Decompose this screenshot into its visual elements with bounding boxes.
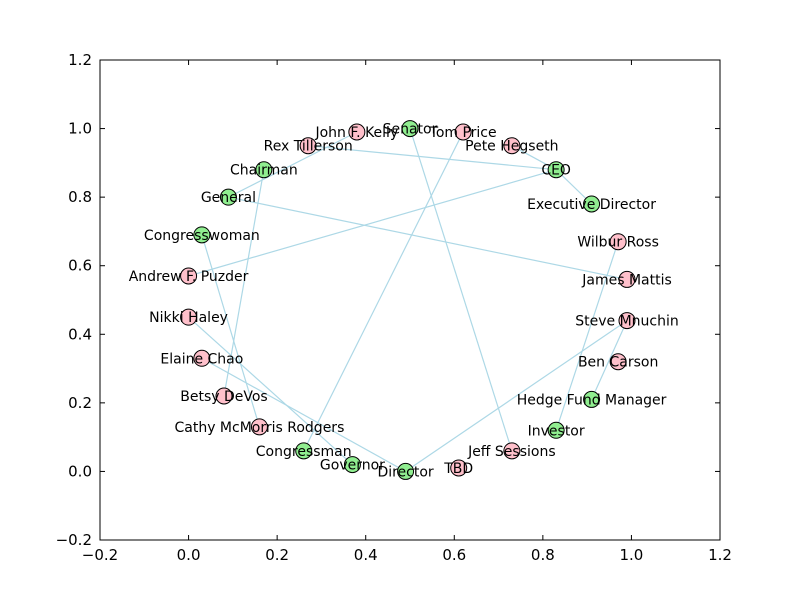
y-tick-label: 0.2 xyxy=(68,394,92,412)
node-label-director: Director xyxy=(377,464,433,480)
edge-congresswoman-mcmorris xyxy=(201,234,261,428)
edge-chao-director xyxy=(201,357,406,472)
node-hedgefund xyxy=(583,390,601,408)
edge-haley-governor xyxy=(188,316,353,466)
node-label-hegseth: Pete Hegseth xyxy=(465,139,558,155)
y-tick-label: −0.2 xyxy=(56,531,92,549)
node-sessions xyxy=(503,442,521,460)
node-tbd xyxy=(450,459,468,477)
x-tick-label: 0.2 xyxy=(265,546,289,564)
node-label-execdir: Executive Director xyxy=(527,197,656,213)
node-label-devos: Betsy DeVos xyxy=(180,389,267,405)
node-congressman xyxy=(295,442,313,460)
node-governor xyxy=(343,456,361,474)
edge-general-mattis xyxy=(228,196,628,281)
edge-ceo-puzder xyxy=(188,169,557,277)
y-tick-label: 1.0 xyxy=(68,120,92,138)
node-devos xyxy=(215,387,233,405)
node-label-mnuchin: Steve Mnuchin xyxy=(575,314,679,330)
node-label-congressman: Congressman xyxy=(256,444,352,460)
node-label-carson: Ben Carson xyxy=(578,355,658,371)
node-label-tillerson: Rex Tillerson xyxy=(264,139,353,155)
node-haley xyxy=(180,308,198,326)
node-chairman xyxy=(255,161,273,179)
node-label-chao: Elaine Chao xyxy=(160,351,243,367)
node-execdir xyxy=(583,195,601,213)
node-chao xyxy=(193,349,211,367)
node-label-mcmorris: Cathy McMorris Rodgers xyxy=(174,420,344,436)
node-label-governor: Governor xyxy=(320,458,385,474)
node-ceo xyxy=(547,161,565,179)
y-tick-label: 0.8 xyxy=(68,188,92,206)
edge-ross-investor xyxy=(555,241,619,431)
node-mattis xyxy=(618,270,636,288)
node-investor xyxy=(547,421,565,439)
node-label-hedgefund: Hedge Fund Manager xyxy=(517,392,667,408)
edge-mnuchin-hedgefund xyxy=(591,320,628,400)
x-tick-label: 0.0 xyxy=(177,546,201,564)
node-mcmorris xyxy=(250,418,268,436)
node-label-ceo: CEO xyxy=(541,163,571,179)
edge-chairman-devos xyxy=(223,169,265,397)
edge-price-congressman xyxy=(303,131,464,452)
edge-general-kelly xyxy=(228,131,358,198)
node-label-sessions: Jeff Sessions xyxy=(467,444,556,460)
node-label-price: Tom Price xyxy=(429,125,497,141)
node-label-investor: Investor xyxy=(528,423,585,439)
plot-frame xyxy=(99,59,721,541)
node-ross xyxy=(609,233,627,251)
node-senator xyxy=(401,120,419,138)
node-label-mattis: James Mattis xyxy=(581,272,672,288)
node-label-kelly: John F. Kelly xyxy=(314,125,398,141)
nodes-layer xyxy=(180,120,636,480)
node-puzder xyxy=(180,267,198,285)
y-tick-label: 1.2 xyxy=(68,51,92,69)
y-tick-label: 0.6 xyxy=(68,257,92,275)
node-carson xyxy=(609,353,627,371)
edges-layer xyxy=(188,128,628,472)
y-tick-label: 0.4 xyxy=(68,325,92,343)
axes-layer: −0.2−0.2 0.0 0.0 0.2 0.2 0.4 0.4 0.6 0.6 0.8 0.8 1.… xyxy=(56,51,732,564)
node-label-puzder: Andrew F. Puzder xyxy=(129,269,249,285)
node-label-chairman: Chairman xyxy=(230,163,298,179)
x-tick-label: 0.4 xyxy=(354,546,378,564)
node-label-congresswoman: Congresswoman xyxy=(144,228,260,244)
x-tick-label: 1.2 xyxy=(708,546,732,564)
edge-senator-sessions xyxy=(409,128,513,452)
node-kelly xyxy=(348,123,366,141)
node-tillerson xyxy=(299,137,317,155)
edge-tillerson-ceo xyxy=(308,145,557,171)
node-label-tbd: TBD xyxy=(443,461,473,477)
node-price xyxy=(454,123,472,141)
node-hegseth xyxy=(503,137,521,155)
x-tick-label: 0.8 xyxy=(531,546,555,564)
x-tick-label: 0.6 xyxy=(442,546,466,564)
x-tick-label: 1.0 xyxy=(619,546,643,564)
edge-mnuchin-director xyxy=(405,320,628,472)
node-director xyxy=(397,462,415,480)
node-label-senator: Senator xyxy=(383,122,438,138)
node-general xyxy=(219,188,237,206)
x-tick-label: −0.2 xyxy=(82,546,118,564)
node-mnuchin xyxy=(618,312,636,330)
y-tick-label: 0.0 xyxy=(68,462,92,480)
node-label-ross: Wilbur Ross xyxy=(577,235,659,251)
node-label-haley: Nikki Haley xyxy=(149,310,228,326)
node-congresswoman xyxy=(193,226,211,244)
node-label-general: General xyxy=(201,190,256,206)
